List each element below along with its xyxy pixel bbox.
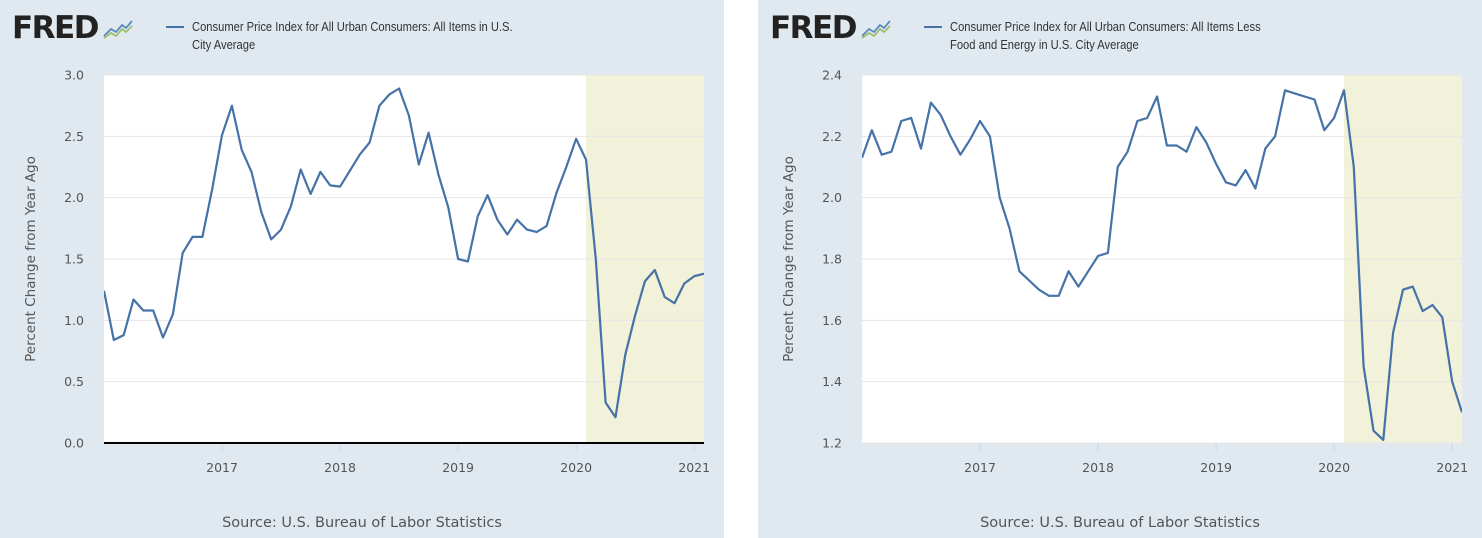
source-note: Source: U.S. Bureau of Labor Statistics bbox=[980, 515, 1260, 531]
fred-logo[interactable]: FRED bbox=[770, 10, 892, 50]
legend-title-line-1: Consumer Price Index for All Urban Consu… bbox=[950, 19, 1261, 34]
x-tick-label: 2017 bbox=[206, 460, 238, 475]
legend-title-line-1: Consumer Price Index for All Urban Consu… bbox=[192, 19, 513, 34]
chart-panel-cpi-all-items: FRED Consumer Price Index for All Urban … bbox=[0, 0, 724, 538]
legend-swatch-line bbox=[924, 26, 942, 28]
series-line bbox=[862, 89, 1462, 441]
y-tick-label: 2.5 bbox=[64, 129, 84, 144]
chart-legend: Consumer Price Index for All Urban Consu… bbox=[924, 18, 1420, 54]
fred-graph-icon bbox=[861, 20, 891, 39]
legend-swatch-line bbox=[166, 26, 184, 28]
y-axis-title: Percent Change from Year Ago bbox=[781, 156, 797, 362]
x-tick-label: 2021 bbox=[678, 460, 710, 475]
y-tick-label: 0.0 bbox=[64, 436, 84, 451]
y-tick-label: 1.6 bbox=[822, 313, 842, 328]
x-tick-label: 2017 bbox=[964, 460, 996, 475]
fred-logo-text: FRED bbox=[770, 10, 857, 46]
x-tick-label: 2019 bbox=[1200, 460, 1232, 475]
y-tick-label: 1.0 bbox=[64, 313, 84, 328]
y-tick-label: 1.4 bbox=[822, 374, 842, 389]
series-line bbox=[104, 87, 704, 419]
y-axis-title: Percent Change from Year Ago bbox=[23, 156, 39, 362]
line-chart-cpi-all-items: 0.0 0.5 1.0 1.5 2.0 2.5 3.0 2017 2018 2019 2020 202… bbox=[23, 68, 710, 476]
chart-legend: Consumer Price Index for All Urban Consu… bbox=[166, 18, 662, 54]
y-tick-label: 2.0 bbox=[822, 190, 842, 205]
legend-title: Consumer Price Index for All Urban Consu… bbox=[192, 18, 596, 54]
fred-logo-text: FRED bbox=[12, 10, 99, 46]
y-tick-label: 2.4 bbox=[822, 68, 842, 83]
y-tick-label: 1.8 bbox=[822, 252, 842, 267]
y-tick-label: 2.0 bbox=[64, 190, 84, 205]
fred-graph-icon bbox=[103, 20, 133, 39]
x-tick-label: 2021 bbox=[1436, 460, 1468, 475]
legend-title-line-2: City Average bbox=[192, 37, 256, 52]
y-tick-label: 2.2 bbox=[822, 129, 842, 144]
chart-panel-cpi-core: FRED Consumer Price Index for All Urban … bbox=[758, 0, 1482, 538]
y-tick-label: 1.5 bbox=[64, 252, 84, 267]
legend-title: Consumer Price Index for All Urban Consu… bbox=[950, 18, 1354, 54]
legend-title-line-2: Food and Energy in U.S. City Average bbox=[950, 37, 1139, 52]
x-tick-label: 2020 bbox=[560, 460, 592, 475]
y-tick-label: 0.5 bbox=[64, 374, 84, 389]
source-note: Source: U.S. Bureau of Labor Statistics bbox=[222, 515, 502, 531]
x-tick-label: 2019 bbox=[442, 460, 474, 475]
x-tick-label: 2018 bbox=[1082, 460, 1114, 475]
x-tick-label: 2020 bbox=[1318, 460, 1350, 475]
x-tick-label: 2018 bbox=[324, 460, 356, 475]
y-tick-label: 1.2 bbox=[822, 436, 842, 451]
line-chart-cpi-core: 1.2 1.4 1.6 1.8 2.0 2.2 2.4 2017 2018 2019 2020 202… bbox=[781, 68, 1468, 476]
fred-logo[interactable]: FRED bbox=[12, 10, 134, 50]
y-tick-label: 3.0 bbox=[64, 68, 84, 83]
